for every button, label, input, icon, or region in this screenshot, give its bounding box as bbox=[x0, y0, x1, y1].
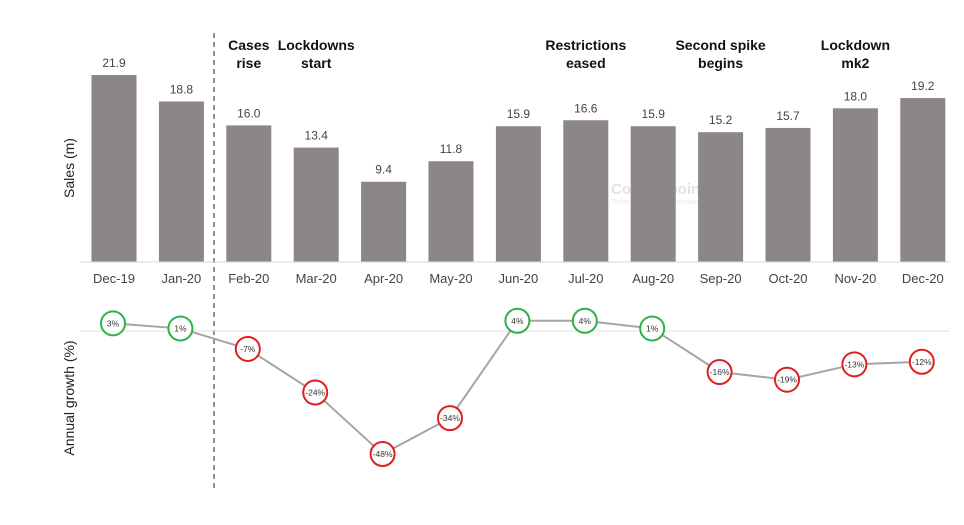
bar-value-label: 15.7 bbox=[776, 109, 800, 123]
bar-may-20 bbox=[428, 161, 474, 262]
bar-jan-20 bbox=[158, 101, 204, 262]
growth-value-label: -7% bbox=[240, 344, 256, 354]
growth-value-label: -24% bbox=[305, 388, 325, 398]
x-tick-label: Jul-20 bbox=[568, 271, 603, 286]
x-tick-label: Sep-20 bbox=[700, 271, 742, 286]
growth-marker bbox=[571, 307, 598, 334]
growth-marker bbox=[100, 310, 126, 337]
bar-value-label: 19.2 bbox=[911, 79, 935, 93]
bar-y-axis-label: Sales (m) bbox=[61, 138, 77, 198]
growth-value-label: 1% bbox=[174, 323, 187, 333]
growth-value-label: 1% bbox=[646, 323, 659, 333]
event-annotation: Restrictions eased bbox=[545, 37, 626, 71]
bar-value-label: 15.2 bbox=[709, 113, 733, 127]
bar-nov-20 bbox=[832, 108, 878, 263]
growth-marker bbox=[234, 335, 261, 362]
bar-value-label: 9.4 bbox=[375, 163, 392, 177]
growth-y-axis-label: Annual growth (%) bbox=[61, 340, 77, 455]
bar-value-label: 21.9 bbox=[102, 56, 126, 70]
growth-marker bbox=[437, 405, 463, 432]
growth-marker bbox=[706, 359, 733, 385]
growth-value-label: -19% bbox=[777, 375, 797, 385]
bar-aug-20 bbox=[630, 126, 676, 262]
growth-marker bbox=[639, 315, 666, 342]
x-tick-label: Nov-20 bbox=[834, 271, 876, 286]
growth-value-label: -12% bbox=[912, 357, 932, 367]
growth-value-label: -34% bbox=[440, 413, 460, 423]
bar-value-label: 18.0 bbox=[844, 89, 868, 103]
bar-jun-20 bbox=[495, 126, 541, 262]
growth-value-label: -16% bbox=[710, 367, 730, 377]
bar-apr-20 bbox=[361, 181, 407, 262]
x-tick-labels: Dec-19 Jan-20 Feb-20 Mar-20 Apr-20 May-20 Jun-… bbox=[93, 271, 944, 286]
annotations: Cases rise Lockdowns start Restrictions eased… bbox=[228, 37, 890, 71]
bar-value-label: 16.0 bbox=[237, 106, 261, 120]
growth-value-label: 3% bbox=[107, 318, 120, 328]
growth-value-label: -13% bbox=[844, 359, 864, 369]
bar-value-label: 15.9 bbox=[642, 107, 666, 121]
growth-line bbox=[112, 319, 922, 456]
event-annotation: Cases rise bbox=[228, 37, 269, 71]
growth-series: 3% 1% -7% -24% -48% -34% 4% 4% 1% -16% -19% -13% -12… bbox=[100, 307, 935, 467]
event-annotation: Lockdown mk2 bbox=[821, 37, 890, 71]
bar-series: 21.9 18.8 16.0 13.4 9.4 11.8 15.9 16.6 15.9 15.2 1… bbox=[91, 56, 946, 263]
growth-marker bbox=[504, 307, 531, 334]
growth-marker bbox=[841, 351, 868, 378]
bar-dec-19 bbox=[91, 75, 137, 262]
bar-mar-20 bbox=[293, 147, 339, 262]
event-annotation: Second spike begins bbox=[675, 37, 765, 71]
growth-marker bbox=[302, 379, 329, 406]
bar-value-label: 13.4 bbox=[305, 129, 329, 143]
x-tick-label: Oct-20 bbox=[768, 271, 807, 286]
growth-marker bbox=[167, 315, 194, 342]
bar-dec-20 bbox=[900, 98, 946, 262]
x-tick-label: Mar-20 bbox=[296, 271, 337, 286]
x-tick-label: Aug-20 bbox=[632, 271, 674, 286]
growth-value-label: 4% bbox=[579, 316, 592, 326]
growth-marker bbox=[908, 348, 935, 375]
growth-marker bbox=[774, 366, 800, 393]
x-tick-label: May-20 bbox=[429, 271, 472, 286]
x-tick-label: Apr-20 bbox=[364, 271, 403, 286]
x-tick-label: Dec-19 bbox=[93, 271, 135, 286]
x-tick-label: Jan-20 bbox=[162, 271, 202, 286]
bar-value-label: 15.9 bbox=[507, 107, 531, 121]
bar-feb-20 bbox=[226, 125, 272, 262]
bar-value-label: 16.6 bbox=[574, 101, 598, 115]
growth-marker bbox=[369, 441, 396, 467]
bar-jul-20 bbox=[563, 120, 609, 262]
x-tick-label: Jun-20 bbox=[499, 271, 539, 286]
x-tick-label: Feb-20 bbox=[228, 271, 269, 286]
bar-value-label: 18.8 bbox=[170, 82, 194, 96]
event-annotation: Lockdowns start bbox=[278, 37, 355, 71]
bar-value-label: 11.8 bbox=[440, 142, 463, 156]
bar-oct-20 bbox=[765, 127, 811, 262]
x-tick-label: Dec-20 bbox=[902, 271, 944, 286]
growth-value-label: 4% bbox=[511, 316, 524, 326]
growth-value-label: -48% bbox=[373, 449, 393, 459]
bar-sep-20 bbox=[698, 132, 744, 262]
